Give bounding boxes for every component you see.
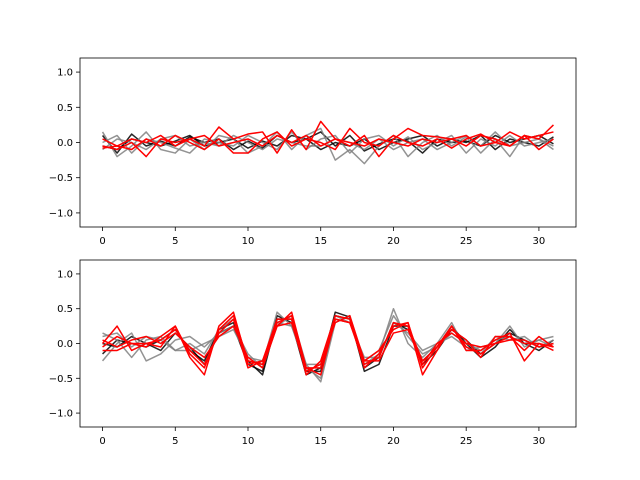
series-line-6 [102, 124, 554, 154]
y-tick-label: 1.0 [57, 269, 73, 280]
y-tick-label: 0.0 [57, 339, 73, 350]
x-tick-label: 15 [314, 236, 327, 247]
y-tick-label: −1.0 [49, 208, 73, 219]
x-tick-label: 30 [533, 436, 546, 447]
y-tick-label: 0.5 [57, 103, 73, 114]
x-tick-label: 25 [460, 436, 473, 447]
series-line-7 [102, 134, 554, 151]
series-line-2 [101, 127, 554, 165]
x-tick-label: 10 [242, 436, 255, 447]
x-tick-label: 5 [172, 236, 178, 247]
x-tick-label: 30 [533, 236, 546, 247]
y-tick-label: −0.5 [49, 173, 73, 184]
bottom-chart: 0 5 10 15 20 25 30 −1.0 −0.5 0.0 0.5 1.0 [49, 259, 577, 447]
y-tick-label: 1.0 [57, 68, 73, 79]
series-line-3 [102, 131, 554, 154]
x-tick-label: 0 [99, 436, 105, 447]
series-line-8 [102, 318, 554, 369]
series-line-2 [101, 307, 554, 383]
x-tick-label: 20 [387, 436, 400, 447]
x-tick-label: 15 [314, 436, 327, 447]
x-tick-label: 20 [387, 236, 400, 247]
series-line-6 [102, 314, 554, 376]
x-tick-label: 5 [172, 436, 178, 447]
y-tick-label: −1.0 [49, 409, 73, 420]
y-tick-label: 0.5 [57, 304, 73, 315]
top-chart: 0 5 10 15 20 25 30 −1.0 −0.5 0.0 0.5 1.0 [49, 57, 577, 247]
x-tick-label: 10 [242, 236, 255, 247]
y-tick-label: 0.0 [57, 138, 73, 149]
x-tick-label: 25 [460, 236, 473, 247]
x-tick-label: 0 [99, 236, 105, 247]
y-tick-label: −0.5 [49, 374, 73, 385]
series-line-5 [102, 120, 554, 158]
